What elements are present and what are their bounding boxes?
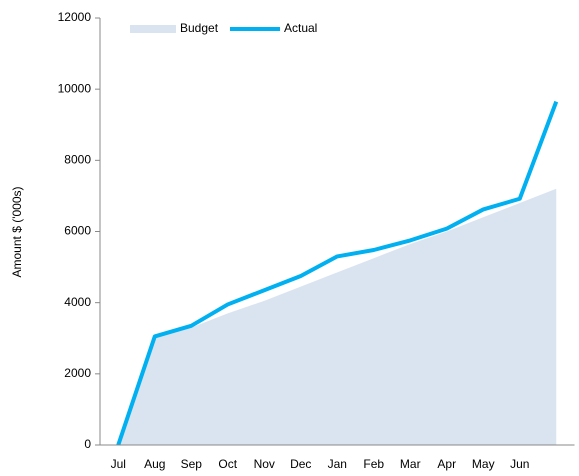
budget-area	[118, 188, 557, 446]
legend-label: Actual	[284, 21, 317, 35]
y-tick-label: 2000	[64, 366, 91, 380]
x-tick-label: Aug	[144, 457, 165, 471]
legend-label: Budget	[180, 21, 219, 35]
x-tick-label: Dec	[290, 457, 311, 471]
x-tick-label: Feb	[363, 457, 384, 471]
x-tick-label: Jul	[111, 457, 126, 471]
y-tick-label: 6000	[64, 224, 91, 238]
x-tick-label: Apr	[437, 457, 456, 471]
x-tick-label: May	[472, 457, 495, 471]
x-tick-label: Jan	[328, 457, 347, 471]
x-tick-label: Sep	[181, 457, 203, 471]
x-tick-label: Oct	[218, 457, 237, 471]
y-tick-label: 10000	[58, 81, 92, 95]
x-tick-label: Jun	[510, 457, 529, 471]
y-tick-label: 12000	[58, 10, 92, 24]
y-tick-label: 4000	[64, 295, 91, 309]
legend-swatch	[130, 25, 176, 33]
y-tick-label: 0	[84, 437, 91, 451]
y-tick-label: 8000	[64, 153, 91, 167]
x-tick-label: Nov	[254, 457, 275, 471]
y-axis-label: Amount $ ('000s)	[10, 186, 24, 277]
actual-line	[116, 100, 559, 446]
x-tick-label: Mar	[400, 457, 421, 471]
